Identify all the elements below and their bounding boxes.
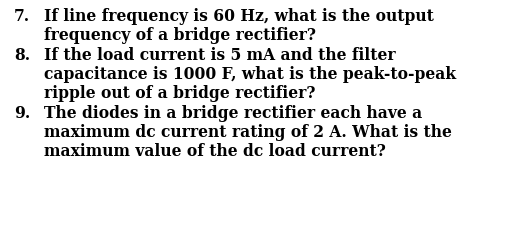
Text: 9.: 9.: [14, 106, 31, 122]
Text: maximum value of the dc load current?: maximum value of the dc load current?: [44, 143, 386, 160]
Text: 8.: 8.: [14, 48, 30, 65]
Text: If the load current is 5 mA and the filter: If the load current is 5 mA and the filt…: [44, 48, 396, 65]
Text: The diodes in a bridge rectifier each have a: The diodes in a bridge rectifier each ha…: [44, 106, 422, 122]
Text: If line frequency is 60 Hz, what is the output: If line frequency is 60 Hz, what is the …: [44, 8, 434, 25]
Text: maximum dc current rating of 2 A. What is the: maximum dc current rating of 2 A. What i…: [44, 124, 452, 141]
Text: ripple out of a bridge rectifier?: ripple out of a bridge rectifier?: [44, 84, 316, 102]
Text: 7.: 7.: [14, 8, 30, 25]
Text: capacitance is 1000 F, what is the peak-to-peak: capacitance is 1000 F, what is the peak-…: [44, 66, 456, 83]
Text: frequency of a bridge rectifier?: frequency of a bridge rectifier?: [44, 26, 316, 43]
